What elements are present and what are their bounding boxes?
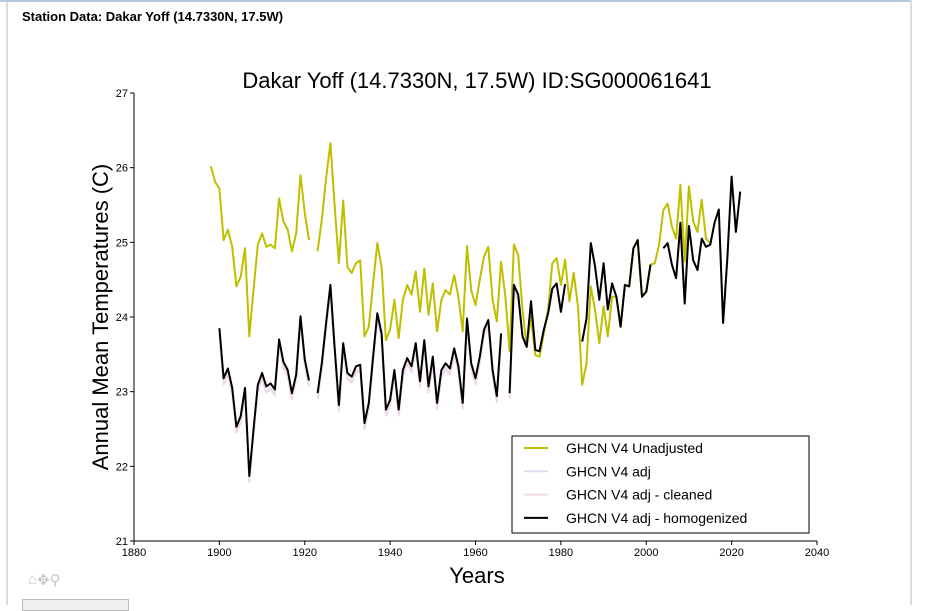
chart-title: Dakar Yoff (14.7330N, 17.5W) ID:SG000061… xyxy=(242,68,711,93)
y-tick-label: 23 xyxy=(116,387,128,399)
legend-label: GHCN V4 adj - homogenized xyxy=(566,510,747,526)
pan-icon[interactable]: ✥ xyxy=(37,572,50,589)
series-line-ghcn-v4-adj-homogenized xyxy=(316,283,503,424)
y-tick-label: 25 xyxy=(116,237,128,249)
bottom-button[interactable] xyxy=(22,599,129,611)
plot-toolbar: ⌂ ✥ ⚲ xyxy=(28,571,61,589)
y-tick-label: 24 xyxy=(116,312,128,324)
legend-label: GHCN V4 Unadjusted xyxy=(566,440,703,456)
legend-label: GHCN V4 adj xyxy=(566,463,651,479)
y-tick-label: 22 xyxy=(116,461,128,473)
legend-box xyxy=(511,435,810,534)
y-tick-label: 27 xyxy=(116,88,128,100)
legend-label: GHCN V4 adj - cleaned xyxy=(566,487,712,503)
left-border xyxy=(6,2,8,605)
y-tick-label: 21 xyxy=(116,536,128,548)
series-line-ghcn-v4-unadjusted xyxy=(209,165,310,338)
home-icon[interactable]: ⌂ xyxy=(28,571,38,588)
x-tick-label: 2000 xyxy=(634,547,658,559)
series-line-ghcn-v4-unadjusted xyxy=(316,142,712,386)
x-tick-label: 1960 xyxy=(463,547,487,559)
x-tick-label: 1940 xyxy=(378,547,402,559)
x-tick-label: 1880 xyxy=(122,547,146,559)
zoom-icon[interactable]: ⚲ xyxy=(49,572,61,589)
x-axis-label: Years xyxy=(449,563,504,588)
y-axis-label: Annual Mean Temperatures (C) xyxy=(88,164,113,471)
station-header: Station Data: Dakar Yoff (14.7330N, 17.5… xyxy=(22,9,284,24)
series-line-ghcn-v4-adj-homogenized xyxy=(581,239,652,342)
series-line-ghcn-v4-adj-homogenized xyxy=(508,282,567,394)
x-tick-label: 1900 xyxy=(207,547,231,559)
x-tick-label: 2040 xyxy=(805,547,829,559)
top-border xyxy=(0,0,910,2)
scrollbar-track[interactable] xyxy=(910,0,912,605)
series-line-ghcn-v4-adj-homogenized xyxy=(662,175,742,324)
series-line-ghcn-v4-adj-homogenized xyxy=(218,315,310,477)
x-tick-label: 1980 xyxy=(549,547,573,559)
legend: GHCN V4 Unadjusted GHCN V4 adj GHCN V4 adj… xyxy=(511,435,810,534)
y-tick-label: 26 xyxy=(116,163,128,175)
x-tick-label: 1920 xyxy=(293,547,317,559)
x-tick-label: 2020 xyxy=(719,547,743,559)
